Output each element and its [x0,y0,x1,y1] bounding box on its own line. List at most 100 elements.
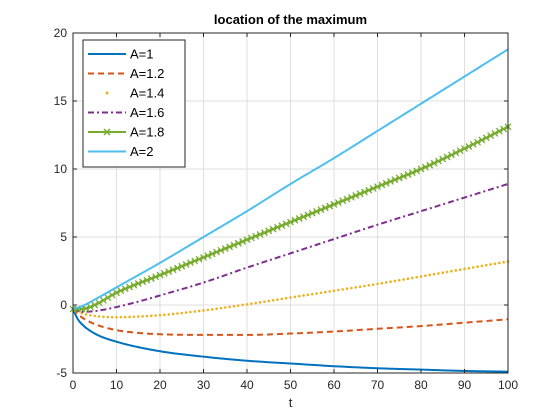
series-point [493,262,497,266]
series-point [171,312,175,316]
series-marker [169,266,177,274]
series-4 [72,183,509,313]
series-marker [291,216,299,224]
series-point [123,315,127,319]
series-marker [139,278,147,286]
series-line [72,183,509,313]
series-point [145,314,149,318]
series-point [276,298,279,301]
series-point [115,315,118,319]
series-point [428,273,432,277]
series-point [324,290,327,294]
series-3 [71,260,510,319]
legend-label: A=2 [130,144,154,159]
series-point [371,283,375,286]
series-point [106,315,110,319]
legend-item: A=1.6 [88,105,164,120]
series-marker [173,264,181,272]
series-point [458,268,462,272]
series-marker [426,161,434,169]
series-marker [91,301,99,309]
series-marker [482,134,490,142]
series-marker [339,197,347,205]
series-point [389,280,392,284]
series-point [223,306,227,309]
series-marker [430,159,438,167]
series-marker [134,280,142,287]
series-marker [252,232,260,240]
series-marker [152,273,160,281]
series-marker [230,241,238,249]
series-point [110,315,114,319]
series-marker [113,289,120,297]
series-marker [487,132,495,140]
series-marker [474,138,482,146]
series-marker [300,213,308,221]
series-point [432,272,436,276]
series-marker [304,211,312,219]
series-marker [256,230,264,238]
series-point [345,287,349,291]
x-tick-label: 0 [70,378,77,392]
y-tick-label: 15 [54,94,68,108]
x-axis-label: t [289,395,293,410]
series-marker [395,174,403,182]
series-point [337,288,340,292]
series-point [332,289,336,293]
series-marker [387,178,395,185]
legend-label: A=1 [130,47,154,62]
series-marker [239,238,247,245]
series-point [258,301,262,304]
series-1 [72,308,509,373]
series-point [367,284,371,287]
series-point [306,293,310,297]
series-point [445,270,449,274]
series-marker [278,222,286,230]
series-point [476,265,479,269]
series-marker [378,181,386,189]
series-marker [143,276,151,284]
series-point [119,315,123,319]
series-point [289,296,292,299]
series-point [154,314,157,317]
series-point [219,306,223,310]
series-point [84,313,88,316]
series-marker [404,171,412,178]
legend-item: A=1 [88,47,154,62]
series-marker [400,172,408,180]
series-point [293,295,297,299]
series-marker [343,195,351,203]
series-marker [330,200,338,208]
series-point [136,315,140,318]
series-point [467,266,471,270]
series-point [498,261,501,265]
series-marker [108,291,116,299]
series-line [72,308,509,336]
series-6 [72,48,509,311]
series-marker [478,136,486,144]
series-marker [121,285,129,293]
series-marker [443,153,451,161]
series-point [463,267,466,271]
series-line [72,308,509,373]
series-marker [500,125,508,133]
series-point [189,310,192,314]
series-marker [360,188,368,196]
series-point [206,308,210,312]
legend-swatch [105,91,109,95]
series-point [384,281,388,284]
series-point [241,303,244,307]
series-point [250,302,253,305]
series-point [424,274,427,277]
legend-item: A=1.2 [88,66,164,81]
series-marker [352,192,360,199]
series-marker [260,229,268,237]
series-point [132,315,136,319]
series-marker [421,163,429,171]
legend-marker [103,128,111,136]
series-point [415,275,418,279]
series-marker [461,145,468,153]
series-marker [243,236,251,244]
series-point [193,310,197,313]
